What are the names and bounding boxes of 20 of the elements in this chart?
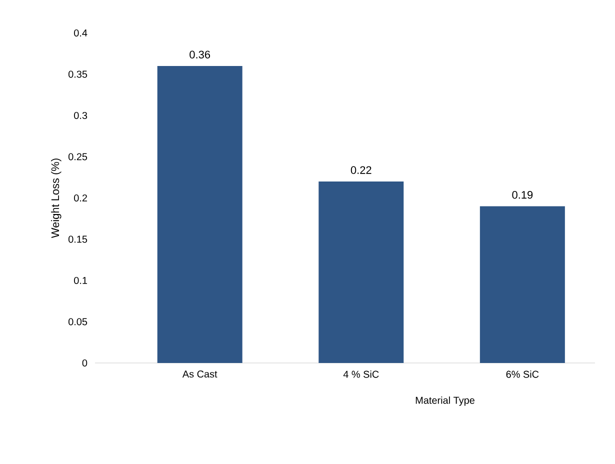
bar xyxy=(480,206,565,363)
bar xyxy=(157,66,242,363)
y-tick-label: 0.15 xyxy=(68,236,88,243)
y-tick-label: 0.3 xyxy=(74,112,88,120)
y-tick-label: 0.05 xyxy=(68,318,88,326)
x-tick-label: 4 % SiC xyxy=(343,370,379,378)
y-tick-label: 0.1 xyxy=(74,276,88,284)
data-label: 0.36 xyxy=(190,50,210,58)
x-tick-label: 6% SiC xyxy=(506,370,539,378)
x-tick-label: As Cast xyxy=(182,370,218,378)
data-label: 0.22 xyxy=(350,166,372,174)
y-tick-label: 0.4 xyxy=(74,29,88,37)
y-tick-label: 0 xyxy=(82,359,88,367)
x-axis-title: Material Type xyxy=(416,396,474,406)
y-tick-label: 0.35 xyxy=(68,70,88,78)
bar xyxy=(318,181,404,363)
y-tick-label: 0.25 xyxy=(68,153,88,160)
y-tick-label: 0.2 xyxy=(74,194,87,202)
data-label: 0.19 xyxy=(512,190,533,199)
y-axis-title: Weight Loss (%) xyxy=(51,158,62,238)
